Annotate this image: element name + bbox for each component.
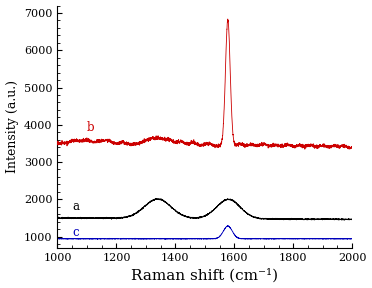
Y-axis label: Intensity (a.u.): Intensity (a.u.) [6,80,19,173]
Text: a: a [72,200,79,213]
Text: b: b [87,122,94,134]
Text: c: c [72,226,79,239]
X-axis label: Raman shift (cm⁻¹): Raman shift (cm⁻¹) [131,268,278,283]
